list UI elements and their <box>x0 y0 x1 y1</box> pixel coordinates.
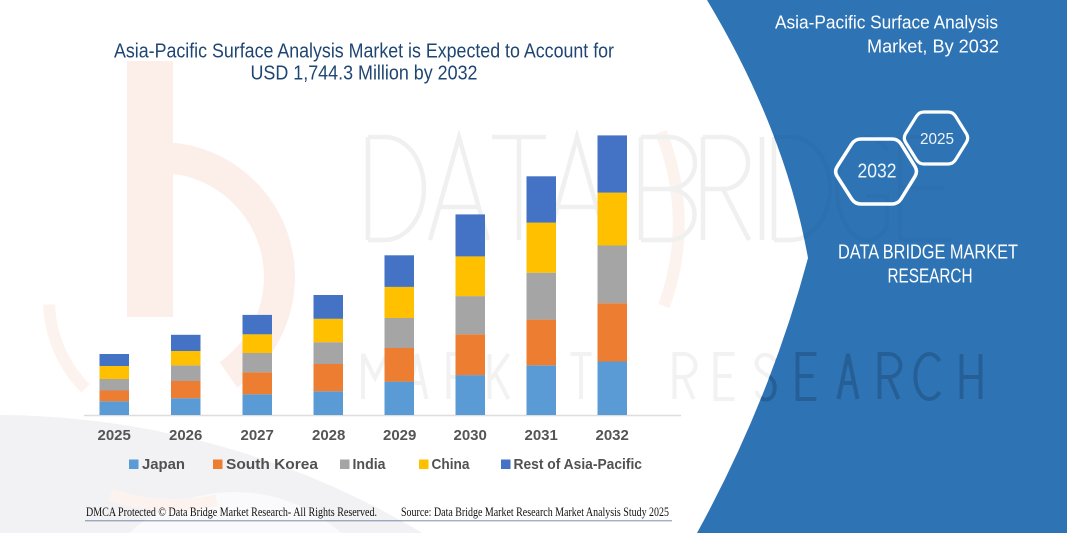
svg-text:2031: 2031 <box>525 427 558 444</box>
svg-text:Rest of Asia-Pacific: Rest of Asia-Pacific <box>514 456 643 473</box>
svg-text:2030: 2030 <box>454 427 487 444</box>
svg-text:2028: 2028 <box>312 427 345 444</box>
svg-text:2025: 2025 <box>98 427 131 444</box>
svg-text:India: India <box>353 456 387 473</box>
svg-text:Asia-Pacific Surface Analysis: Asia-Pacific Surface Analysis <box>775 12 998 33</box>
svg-text:South Korea: South Korea <box>226 456 319 473</box>
svg-text:2026: 2026 <box>169 427 202 444</box>
svg-text:Asia-Pacific Surface Analysis: Asia-Pacific Surface Analysis Market is … <box>114 40 614 63</box>
svg-text:Market, By 2032: Market, By 2032 <box>867 36 999 57</box>
svg-text:DATA BRIDGE MARKET: DATA BRIDGE MARKET <box>838 242 1018 264</box>
svg-text:DMCA Protected © Data Bridge M: DMCA Protected © Data Bridge Market Rese… <box>86 505 377 519</box>
svg-text:2032: 2032 <box>858 160 897 183</box>
svg-text:China: China <box>432 456 471 473</box>
svg-text:2025: 2025 <box>920 131 954 148</box>
svg-text:Source: Data Bridge Market Res: Source: Data Bridge Market Research Mark… <box>401 505 669 519</box>
svg-text:2027: 2027 <box>241 427 274 444</box>
svg-text:USD 1,744.3 Million by 2032: USD 1,744.3 Million by 2032 <box>251 62 478 85</box>
svg-text:2029: 2029 <box>383 427 416 444</box>
svg-text:2032: 2032 <box>596 427 629 444</box>
svg-text:RESEARCH: RESEARCH <box>888 266 973 288</box>
svg-text:Japan: Japan <box>142 456 185 473</box>
